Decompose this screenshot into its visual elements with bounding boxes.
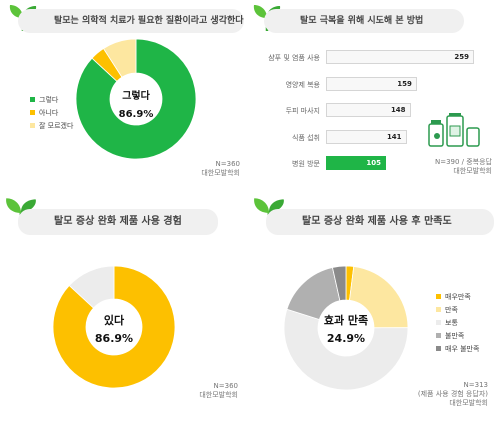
legend-swatch bbox=[436, 294, 441, 299]
source-note: N=390 / 중복응답 대한모발학회 bbox=[434, 158, 492, 175]
bar: 259 bbox=[326, 50, 474, 64]
panel-title: 탈모 증상 완화 제품 사용 경험 bbox=[18, 209, 218, 235]
donut-center-label: 있다 86.9% bbox=[94, 314, 134, 345]
bar: 159 bbox=[326, 76, 417, 91]
legend-item: 잘 모르겠다 bbox=[30, 119, 73, 132]
source-note: N=313 (제품 사용 경험 응답자) 대한모발학회 bbox=[417, 381, 488, 407]
bar-value-label: 259 bbox=[454, 53, 469, 61]
donut-chart-satisfaction bbox=[283, 265, 409, 391]
bar: 148 bbox=[326, 103, 411, 117]
donut-slice-0 bbox=[75, 38, 197, 160]
donut-chart-usage bbox=[52, 265, 176, 389]
bar-category-label: 두피 마사지 bbox=[285, 107, 320, 115]
legend-swatch bbox=[436, 320, 441, 325]
legend-swatch bbox=[436, 307, 441, 312]
legend-label: 보통 bbox=[445, 318, 458, 327]
legend-item: 보통 bbox=[436, 316, 479, 329]
bar-value-label: 141 bbox=[386, 132, 402, 141]
panel-product-usage: 탈모 증상 완화 제품 사용 경험 있다 86.9% N=360 대한모발학회 bbox=[0, 195, 250, 424]
panel-title: 탈모 극복을 위해 시도해 본 방법 bbox=[264, 9, 464, 33]
donut-slice-0 bbox=[52, 265, 176, 389]
donut-slice-2 bbox=[102, 38, 137, 78]
legend-swatch bbox=[436, 346, 441, 351]
bar-chart-methods: 샴푸 및 염품 사용 259 영양제 복용 159 두피 마사지 148 식품 섭취 141 병… bbox=[250, 0, 500, 195]
panel-methods: 탈모 극복을 위해 시도해 본 방법 샴푸 및 염품 사용 259 영양제 복용 15… bbox=[250, 0, 500, 195]
bar: 105 bbox=[326, 156, 386, 170]
bar-value-label: 105 bbox=[366, 159, 381, 167]
legend-label: 그렇다 bbox=[39, 95, 59, 104]
donut-slice-4 bbox=[331, 265, 347, 302]
bar-value-label: 159 bbox=[397, 79, 412, 88]
legend-label: 잘 모르겠다 bbox=[39, 121, 74, 130]
legend-label: 만족 bbox=[445, 305, 458, 314]
bar-category-label: 영양제 복용 bbox=[285, 80, 320, 89]
donut-slice-1 bbox=[68, 265, 115, 309]
legend-swatch bbox=[436, 333, 441, 338]
legend-label: 매우 불만족 bbox=[445, 344, 480, 353]
donut-chart-medical bbox=[75, 38, 197, 160]
legend-item: 만족 bbox=[436, 303, 479, 316]
legend-item: 그렇다 bbox=[30, 93, 73, 106]
legend-item: 불만족 bbox=[436, 329, 479, 342]
legend-label: 불만족 bbox=[445, 331, 465, 340]
bar-value-label: 148 bbox=[390, 106, 406, 114]
donut-slice-2 bbox=[283, 308, 409, 391]
legend-label: 매우만족 bbox=[445, 292, 471, 301]
bar-category-label: 샴푸 및 염품 사용 bbox=[268, 54, 320, 62]
donut-center-label: 그렇다 86.9% bbox=[118, 91, 154, 120]
legend-swatch bbox=[30, 97, 35, 102]
legend-item: 매우 불만족 bbox=[436, 342, 479, 355]
supplement-bottles-icon bbox=[428, 113, 480, 147]
bar: 141 bbox=[326, 129, 407, 144]
legend-label: 아니다 bbox=[39, 108, 59, 117]
legend-item: 매우만족 bbox=[436, 290, 479, 303]
panel-title: 탈모는 의학적 치료가 필요한 질환이라고 생각한다 bbox=[18, 9, 244, 33]
bar-category-label: 병원 방문 bbox=[292, 160, 320, 168]
legend-item: 아니다 bbox=[30, 106, 73, 119]
source-note: N=360 대한모발학회 bbox=[199, 382, 238, 399]
source-note: N=360 대한모발학회 bbox=[201, 160, 240, 177]
bar-category-label: 식품 섭취 bbox=[292, 133, 320, 142]
panel-medical-view: 탈모는 의학적 치료가 필요한 질환이라고 생각한다 그렇다 86.9% 그렇다… bbox=[0, 0, 250, 195]
donut-center-label: 효과 만족 24.9% bbox=[323, 314, 369, 345]
legend-swatch bbox=[30, 110, 35, 115]
legend-swatch bbox=[30, 123, 35, 128]
panel-title: 탈모 증상 완화 제품 사용 후 만족도 bbox=[266, 209, 494, 235]
